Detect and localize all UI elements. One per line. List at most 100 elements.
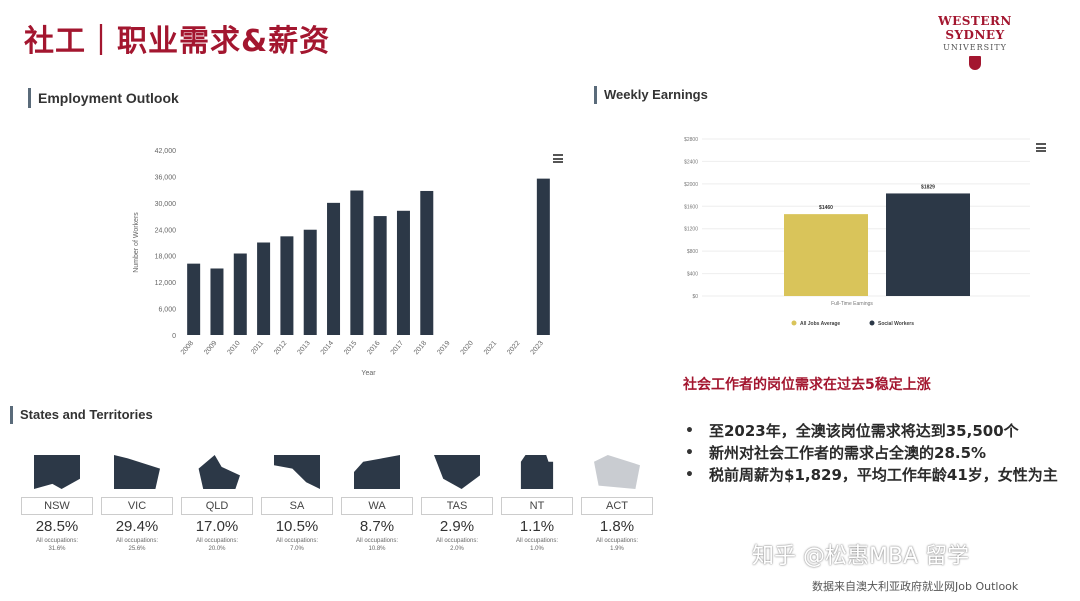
state-name: VIC [101,497,173,515]
state-share: 29.4% [115,518,159,535]
state-share: 17.0% [195,518,239,535]
weekly-earnings-heading: Weekly Earnings [594,86,708,104]
state-occ-label: All occupations: [595,538,639,544]
y-tick-label: 24,000 [155,227,177,234]
legend-label: All Jobs Average [800,321,840,327]
employment-outlook-heading: Employment Outlook [28,88,179,108]
bar-2018 [420,190,434,335]
x-tick-label: 2009 [203,340,218,357]
state-occ-label: All occupations: [35,538,79,544]
state-card-tas: TAS 2.9% All occupations: 2.0% [421,455,493,552]
act-map-icon [594,455,640,489]
state-card-sa: SA 10.5% All occupations: 7.0% [261,455,333,552]
university-logo: WESTERN SYDNEY UNIVERSITY [920,14,1030,70]
state-share: 8.7% [359,518,395,535]
wa-map-icon [354,455,400,489]
page-title: 社工｜职业需求&薪资 [24,24,331,59]
state-name: TAS [421,497,493,515]
earnings-chart: $0 $400 $800 $1200 $1600 $2000 $2400 $2800 $1460… [684,137,1030,327]
legend-marker [869,320,875,326]
x-tick-label: 2013 [296,340,311,357]
y-tick-label: $1200 [684,227,698,233]
state-occ-label: All occupations: [275,538,319,544]
bar-2010 [233,253,247,335]
y-tick-label: $2400 [684,159,698,165]
y-tick-label: 18,000 [155,254,177,261]
x-tick-label: 2016 [366,340,381,357]
state-occ-value: 1.9% [610,546,624,552]
x-tick-label: 2012 [273,340,288,357]
state-share: 28.5% [35,518,79,535]
x-tick-label: 2008 [180,340,195,357]
state-name: QLD [181,497,253,515]
state-occ-value: 20.0% [208,546,226,552]
x-tick-label: 2015 [343,340,358,357]
x-tick-label: 2020 [460,340,475,357]
bar-2017 [396,210,410,335]
source-note: 数据来自澳大利亚政府就业网Job Outlook [812,580,1019,593]
shield-icon [969,56,981,70]
y-tick-label: $800 [687,249,698,255]
state-name: ACT [581,497,653,515]
summary-headline: 社会工作者的岗位需求在过去5稳定上涨 [683,377,931,393]
x-tick-label: 2014 [320,340,335,357]
employment-chart: 0 6,000 12,000 18,000 24,000 30,000 36,000 42,0… [133,148,550,377]
state-card-nsw: NSW 28.5% All occupations: 31.6% [21,455,93,552]
tas-map-icon [434,455,480,489]
y-tick-label: $0 [692,294,698,300]
state-occ-label: All occupations: [355,538,399,544]
summary-bullets: 至2023年，全澳该岗位需求将达到35,500个 新州对社会工作者的需求占全澳的… [683,420,1063,486]
state-occ-value: 2.0% [450,546,464,552]
x-tick-label: 2019 [436,340,451,357]
vic-map-icon [114,455,160,489]
bullet-demand: 至2023年，全澳该岗位需求将达到35,500个 [683,420,1063,442]
bar-data-label: $1829 [921,184,935,190]
state-name: WA [341,497,413,515]
y-tick-label: $400 [687,272,698,278]
state-card-vic: VIC 29.4% All occupations: 25.6% [101,455,173,552]
x-tick-label: 2010 [226,340,241,357]
state-occ-label: All occupations: [115,538,159,544]
state-occ-value: 1.0% [530,546,544,552]
states-territories-heading: States and Territories [10,406,153,424]
hamburger-menu-icon[interactable] [1036,143,1046,154]
y-tick-label: 36,000 [155,174,177,181]
y-tick-label: $1600 [684,204,698,210]
nt-map-icon [520,455,554,489]
state-occ-value: 25.6% [128,546,146,552]
state-occ-label: All occupations: [435,538,479,544]
x-axis-label: Year [361,370,376,377]
bar-2013 [303,229,317,335]
state-occ-label: All occupations: [195,538,239,544]
state-share: 2.9% [439,518,475,535]
state-share: 1.8% [599,518,635,535]
qld-map-icon [198,455,240,489]
x-tick-label: 2018 [413,340,428,357]
state-name: SA [261,497,333,515]
state-occ-value: 10.8% [368,546,386,552]
watermark-text: 知乎 @松惠MBA 留学 [752,544,970,569]
bar-2012 [280,236,294,335]
x-tick-label: 2022 [506,340,521,357]
state-name: NSW [21,497,93,515]
bar-all-jobs-average [784,214,868,296]
x-tick-label: 2023 [530,340,545,357]
x-tick-label: 2021 [483,340,498,357]
state-card-qld: QLD 17.0% All occupations: 20.0% [181,455,253,552]
y-tick-label: 6,000 [158,307,176,314]
y-tick-label: 42,000 [155,148,177,155]
y-tick-label: 12,000 [155,280,177,287]
bar-social-workers [886,193,970,296]
bar-2014 [327,202,341,335]
legend-marker [791,320,797,326]
bar-2016 [373,216,387,335]
legend-label: Social Workers [878,321,914,327]
x-category-label: Full-Time Earnings [831,301,873,307]
bar-2008 [187,263,201,335]
nsw-map-icon [34,455,80,489]
state-occ-value: 7.0% [290,546,304,552]
state-share: 1.1% [519,518,555,535]
y-tick-label: 30,000 [155,201,177,208]
logo-line1: WESTERN SYDNEY [938,14,1012,42]
hamburger-menu-icon[interactable] [553,154,563,165]
